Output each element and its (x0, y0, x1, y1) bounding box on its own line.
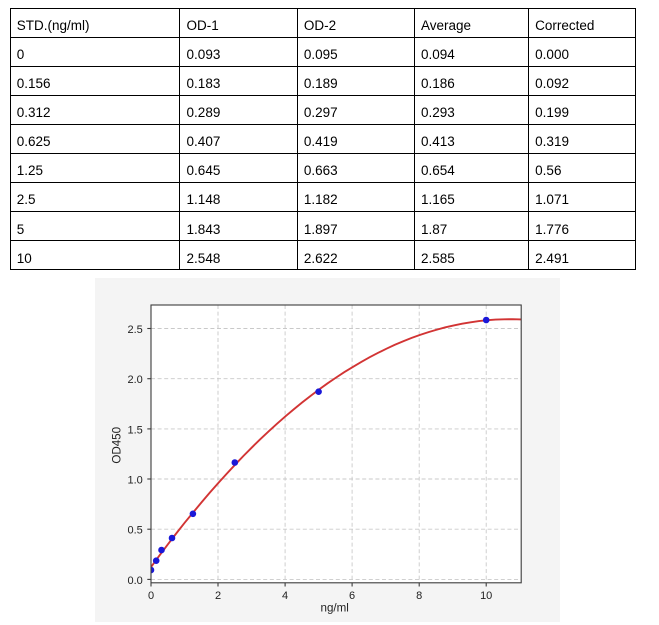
svg-text:2.5: 2.5 (127, 323, 142, 335)
svg-text:10: 10 (480, 590, 492, 602)
svg-text:2: 2 (214, 590, 220, 602)
svg-text:0.5: 0.5 (127, 524, 142, 536)
svg-text:0: 0 (147, 590, 153, 602)
svg-text:4: 4 (282, 590, 288, 602)
svg-text:OD450: OD450 (110, 426, 123, 463)
svg-text:ng/ml: ng/ml (320, 601, 348, 614)
svg-text:1.5: 1.5 (127, 424, 142, 436)
svg-text:8: 8 (416, 590, 422, 602)
svg-text:0.0: 0.0 (127, 574, 142, 586)
svg-text:1.0: 1.0 (127, 474, 142, 486)
svg-text:6: 6 (349, 590, 355, 602)
svg-text:2.0: 2.0 (127, 374, 142, 386)
